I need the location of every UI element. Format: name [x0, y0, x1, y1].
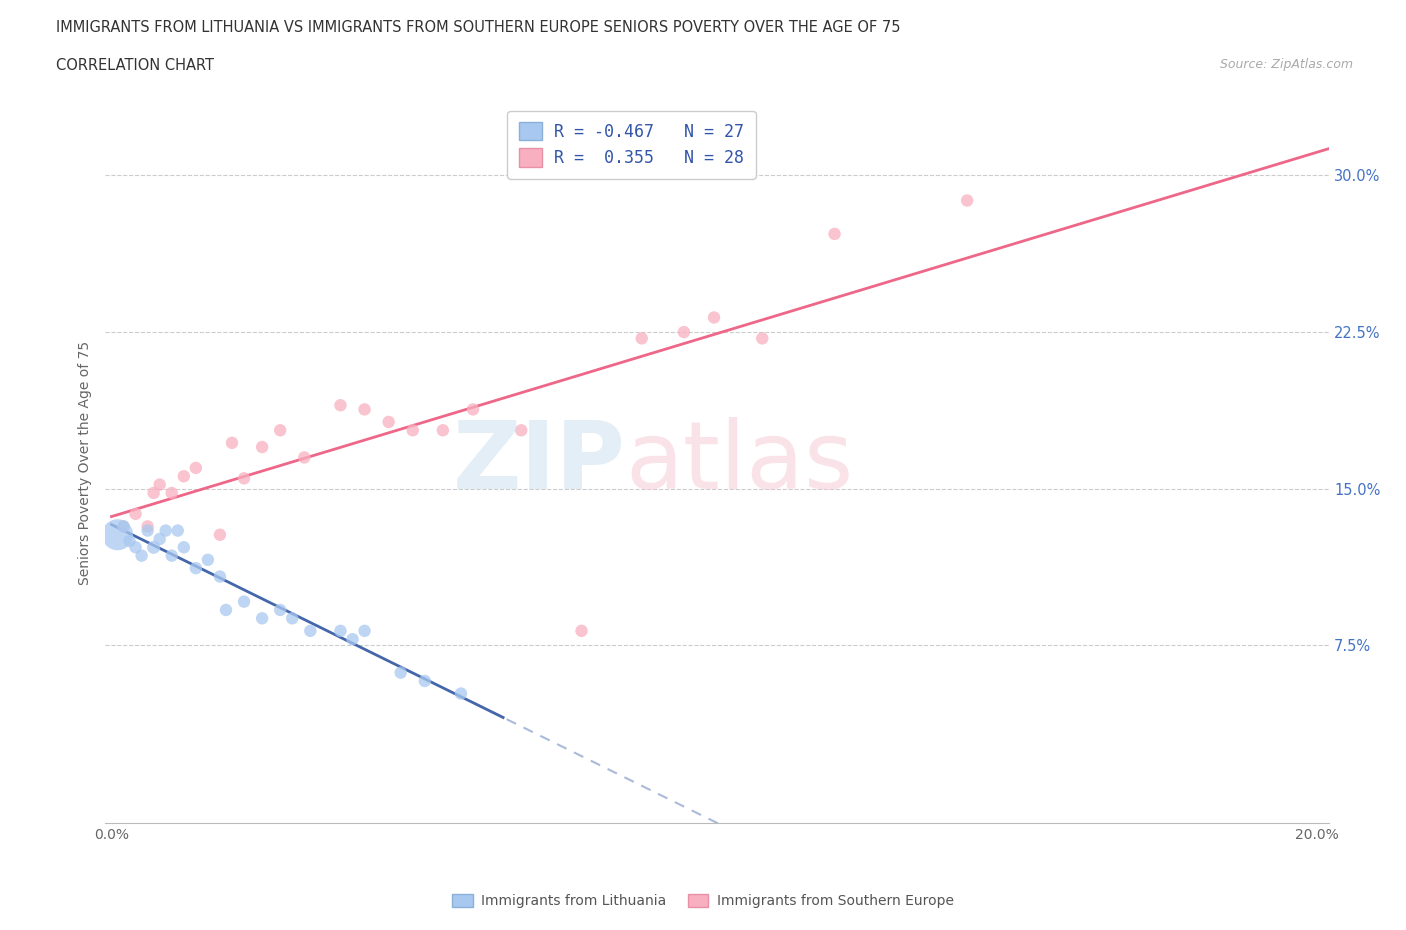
Point [377, 415, 399, 430]
Point [299, 623, 322, 638]
Text: Source: ZipAtlas.com: Source: ZipAtlas.com [1219, 58, 1353, 71]
Point [149, 531, 172, 546]
Point [208, 527, 231, 542]
Point [269, 603, 291, 618]
Point [703, 310, 725, 325]
Point [402, 423, 425, 438]
Y-axis label: Seniors Poverty Over the Age of 75: Seniors Poverty Over the Age of 75 [79, 340, 93, 585]
Point [215, 603, 238, 618]
Legend: R = -0.467   N = 27, R =  0.355   N = 28: R = -0.467 N = 27, R = 0.355 N = 28 [508, 111, 755, 179]
Point [630, 331, 652, 346]
Point [142, 539, 165, 554]
Text: atlas: atlas [626, 417, 853, 509]
Text: CORRELATION CHART: CORRELATION CHART [56, 58, 214, 73]
Point [149, 477, 172, 492]
Point [112, 519, 135, 534]
Point [208, 569, 231, 584]
Point [124, 539, 146, 554]
Point [166, 524, 188, 538]
Point [112, 519, 135, 534]
Point [432, 423, 454, 438]
Point [221, 435, 243, 450]
Point [956, 193, 979, 208]
Point [233, 594, 256, 609]
Point [184, 561, 207, 576]
Point [510, 423, 533, 438]
Point [155, 524, 177, 538]
Point [136, 519, 159, 534]
Point [292, 450, 315, 465]
Point [413, 673, 436, 688]
Point [131, 548, 153, 563]
Point [353, 623, 375, 638]
Point [450, 686, 472, 701]
Point [197, 552, 219, 567]
Point [250, 611, 273, 626]
Point [118, 534, 141, 549]
Point [160, 548, 183, 563]
Point [329, 623, 352, 638]
Text: ZIP: ZIP [453, 417, 626, 509]
Point [329, 398, 352, 413]
Point [160, 485, 183, 500]
Point [672, 325, 695, 339]
Point [281, 611, 304, 626]
Point [142, 485, 165, 500]
Point [461, 402, 484, 417]
Point [353, 402, 375, 417]
Point [389, 665, 412, 680]
Legend: Immigrants from Lithuania, Immigrants from Southern Europe: Immigrants from Lithuania, Immigrants fr… [447, 889, 959, 914]
Point [250, 440, 273, 455]
Point [751, 331, 773, 346]
Point [824, 227, 846, 242]
Point [124, 507, 146, 522]
Point [173, 539, 195, 554]
Point [136, 524, 159, 538]
Point [269, 423, 291, 438]
Point [184, 460, 207, 475]
Text: IMMIGRANTS FROM LITHUANIA VS IMMIGRANTS FROM SOUTHERN EUROPE SENIORS POVERTY OVE: IMMIGRANTS FROM LITHUANIA VS IMMIGRANTS … [56, 20, 901, 35]
Point [342, 631, 364, 646]
Point [233, 471, 256, 485]
Point [173, 469, 195, 484]
Point [107, 527, 129, 542]
Point [571, 623, 593, 638]
